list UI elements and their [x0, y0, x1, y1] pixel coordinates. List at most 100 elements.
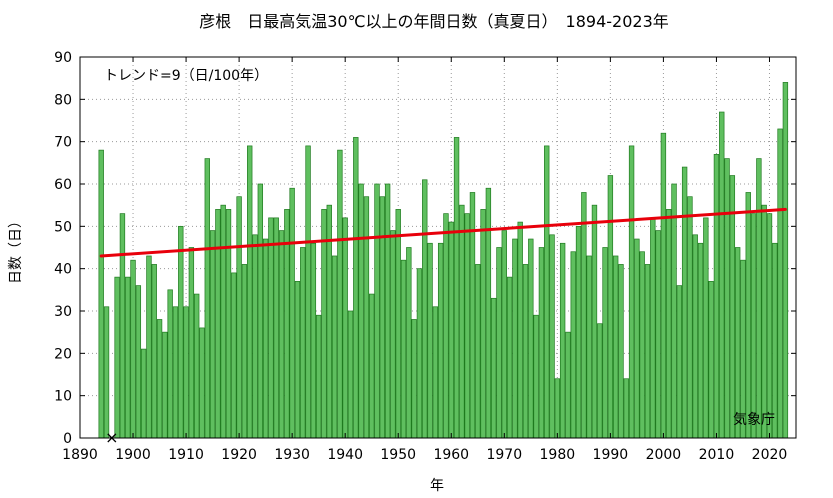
x-tick-label: 1900	[115, 447, 151, 463]
axis-ticks: 0 10 20 30 40 50 60 70 80 90 1890 1900 1910 1920 1930 1…	[54, 50, 796, 463]
bar-1945	[369, 293, 375, 439]
bar-1985	[581, 192, 587, 439]
bar-1914	[204, 158, 210, 439]
y-tick-label: 80	[54, 92, 72, 108]
bar-1989	[602, 247, 608, 439]
bar-1922	[247, 145, 253, 439]
y-tick-label: 30	[54, 304, 72, 320]
bar-1924	[257, 183, 264, 439]
bar-2009	[708, 281, 714, 439]
bar-1991	[612, 255, 619, 439]
bar-1910	[183, 306, 189, 439]
bar-1966	[480, 209, 486, 439]
y-tick-label: 20	[54, 346, 72, 362]
bar-1931	[294, 281, 301, 439]
x-tick-label: 1930	[274, 447, 310, 463]
y-tick-label: 0	[63, 431, 72, 447]
bar-2003	[676, 285, 682, 439]
bar-1942	[353, 137, 359, 439]
bar-1906	[162, 331, 168, 439]
x-tick-label: 1920	[221, 447, 257, 463]
bar-1923	[252, 234, 258, 439]
bar-1982	[565, 331, 571, 439]
bar-1968	[491, 297, 497, 439]
bar-1948	[384, 183, 391, 439]
bar-2022	[777, 128, 783, 439]
bar-1955	[422, 179, 428, 439]
bar-1996	[639, 251, 645, 439]
y-tick-label: 40	[54, 262, 72, 278]
bar-1965	[475, 264, 481, 439]
bar-1905	[156, 319, 163, 439]
bar-1984	[575, 225, 582, 439]
bar-1971	[506, 276, 513, 439]
bar-1939	[337, 149, 343, 439]
bar-2012	[724, 158, 730, 439]
x-tick-label: 1990	[593, 447, 629, 463]
bar-1957	[432, 306, 439, 439]
bar-1894	[98, 149, 104, 439]
bar-2023	[782, 82, 789, 439]
x-tick-label: 2020	[752, 447, 788, 463]
bar-1976	[533, 314, 539, 439]
bar-1921	[241, 264, 248, 439]
bar-1998	[650, 217, 656, 439]
bar-1938	[331, 255, 338, 439]
bar-1895	[103, 306, 110, 439]
bar-1943	[358, 183, 364, 439]
x-tick-label: 1940	[327, 447, 363, 463]
trend-line	[99, 207, 787, 258]
bar-1949	[390, 230, 396, 439]
bar-2006	[692, 234, 698, 439]
bar-1947	[379, 196, 386, 439]
bar-2013	[729, 175, 736, 439]
bar-2011	[719, 111, 725, 439]
bar-2002	[671, 183, 677, 439]
bar-1915	[209, 230, 216, 439]
bar-1935	[315, 314, 322, 439]
bar-2001	[666, 209, 672, 439]
bar-1992	[618, 264, 624, 439]
bar-1990	[607, 175, 614, 439]
bar-1953	[411, 319, 417, 439]
x-tick-label: 1970	[486, 447, 522, 463]
bar-1928	[278, 230, 285, 439]
bar-1932	[300, 247, 306, 439]
bar-1901	[135, 285, 142, 439]
bar-1974	[522, 264, 529, 439]
bar-1975	[528, 238, 534, 439]
bar-1941	[347, 310, 354, 439]
bar-1934	[310, 242, 317, 439]
y-tick-label: 50	[54, 219, 72, 235]
bar-1993	[623, 378, 629, 439]
x-tick-label: 1950	[380, 447, 416, 463]
bar-1907	[167, 289, 173, 439]
bar-2018	[756, 158, 762, 439]
bar-1954	[416, 268, 423, 439]
bar-1940	[342, 217, 348, 439]
bar-1917	[220, 204, 226, 439]
bar-1925	[262, 238, 269, 439]
bar-1970	[501, 230, 507, 439]
bar-1911	[188, 247, 195, 439]
y-tick-label: 70	[54, 135, 72, 151]
bar-1904	[151, 264, 157, 439]
bar-1926	[268, 217, 274, 439]
bar-1979	[549, 234, 555, 439]
bar-1980	[554, 378, 561, 439]
x-tick-label: 1980	[540, 447, 576, 463]
x-tick-label: 1890	[62, 447, 98, 463]
bar-2010	[713, 154, 720, 439]
bar-2016	[745, 192, 751, 439]
bar-1959	[443, 213, 449, 439]
bar-2005	[687, 196, 693, 439]
bar-1902	[140, 348, 147, 439]
bar-1951	[400, 259, 407, 439]
plot-frame	[79, 56, 797, 439]
bar-1972	[512, 238, 518, 439]
bar-1958	[437, 242, 444, 439]
chart-title: 彦根 日最高気温30℃以上の年間日数（真夏日） 1894-2023年	[199, 12, 669, 31]
bar-2021	[772, 242, 778, 439]
bar-1918	[225, 209, 232, 439]
bar-1912	[194, 293, 200, 439]
